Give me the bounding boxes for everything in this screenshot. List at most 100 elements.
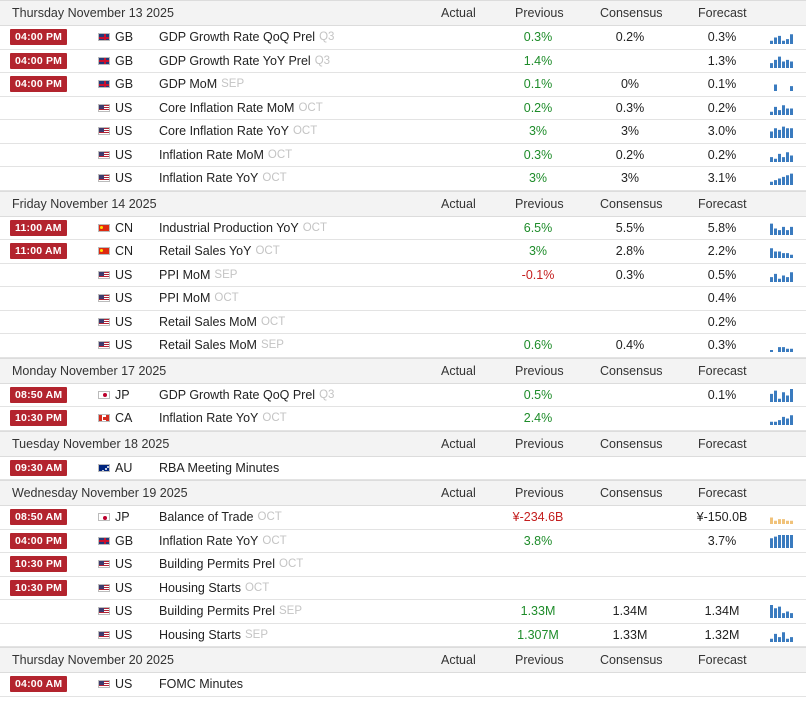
event-name[interactable]: Inflation Rate YoY OCT bbox=[159, 167, 287, 190]
sparkline-chart[interactable] bbox=[770, 384, 794, 407]
sparkline-bar bbox=[782, 177, 785, 186]
sparkline-chart[interactable] bbox=[770, 50, 794, 73]
event-row[interactable]: 04:00 PM GB GDP Growth Rate QoQ Prel Q3 0.3%… bbox=[0, 26, 806, 50]
event-title-link[interactable]: Industrial Production YoY bbox=[159, 220, 299, 235]
event-name[interactable]: RBA Meeting Minutes bbox=[159, 457, 279, 480]
sparkline-chart[interactable] bbox=[770, 97, 794, 120]
event-row[interactable]: 04:00 PM GB Inflation Rate YoY OCT 3.8% 3.7% bbox=[0, 530, 806, 553]
sparkline-chart[interactable] bbox=[770, 264, 794, 287]
sparkline-chart[interactable] bbox=[770, 530, 794, 553]
sparkline-chart[interactable] bbox=[770, 167, 794, 190]
forecast-value: ¥-150.0B bbox=[696, 510, 748, 525]
event-row[interactable]: US Retail Sales MoM OCT 0.2% bbox=[0, 311, 806, 334]
event-name[interactable]: GDP Growth Rate YoY Prel Q3 bbox=[159, 50, 330, 73]
country-flag bbox=[98, 311, 110, 334]
event-title-link[interactable]: GDP Growth Rate YoY Prel bbox=[159, 53, 311, 68]
event-name[interactable]: Inflation Rate YoY OCT bbox=[159, 530, 287, 553]
event-row[interactable]: US PPI MoM SEP -0.1% 0.3% 0.5% bbox=[0, 264, 806, 287]
event-title-link[interactable]: Core Inflation Rate YoY bbox=[159, 124, 289, 139]
consensus-value bbox=[592, 506, 668, 529]
sparkline-bar bbox=[774, 180, 777, 186]
event-title-link[interactable]: PPI MoM bbox=[159, 291, 211, 306]
country-flag bbox=[98, 553, 110, 576]
event-title-link[interactable]: GDP Growth Rate QoQ Prel bbox=[159, 387, 316, 402]
event-title-link[interactable]: Inflation Rate YoY bbox=[159, 171, 259, 186]
event-name[interactable]: Inflation Rate MoM OCT bbox=[159, 144, 292, 167]
event-row[interactable]: 11:00 AM CN Industrial Production YoY OCT 6.… bbox=[0, 217, 806, 240]
sparkline-bar bbox=[786, 108, 789, 115]
event-row[interactable]: US Building Permits Prel SEP 1.33M 1.34M 1.34… bbox=[0, 600, 806, 624]
event-row[interactable]: 08:50 AM JP GDP Growth Rate QoQ Prel Q3 0.5%… bbox=[0, 384, 806, 407]
event-row[interactable]: 09:30 AM AU RBA Meeting Minutes bbox=[0, 457, 806, 480]
event-name[interactable]: PPI MoM OCT bbox=[159, 287, 239, 310]
event-row[interactable]: US Retail Sales MoM SEP 0.6% 0.4% 0.3% bbox=[0, 334, 806, 358]
event-name[interactable]: PPI MoM SEP bbox=[159, 264, 237, 287]
event-name[interactable]: Industrial Production YoY OCT bbox=[159, 217, 327, 240]
event-title-link[interactable]: Building Permits Prel bbox=[159, 604, 276, 619]
event-row[interactable]: 10:30 PM CA Inflation Rate YoY OCT 2.4% bbox=[0, 407, 806, 431]
sparkline-chart[interactable] bbox=[770, 217, 794, 240]
event-name[interactable]: Balance of Trade OCT bbox=[159, 506, 282, 529]
event-name[interactable]: Housing Starts SEP bbox=[159, 624, 268, 647]
event-title-link[interactable]: GDP Growth Rate QoQ Prel bbox=[159, 30, 316, 45]
forecast-value: 0.1% bbox=[707, 77, 737, 92]
event-name[interactable]: Retail Sales YoY OCT bbox=[159, 240, 280, 263]
event-row[interactable]: 04:00 PM GB GDP Growth Rate YoY Prel Q3 1.4%… bbox=[0, 50, 806, 73]
event-row[interactable]: 11:00 AM CN Retail Sales YoY OCT 3% 2.8% 2.2% bbox=[0, 240, 806, 264]
event-name[interactable]: Core Inflation Rate MoM OCT bbox=[159, 97, 323, 120]
previous-value bbox=[500, 577, 576, 600]
event-title-link[interactable]: Inflation Rate YoY bbox=[159, 411, 259, 426]
sparkline-chart[interactable] bbox=[770, 407, 794, 430]
sparkline-chart[interactable] bbox=[770, 144, 794, 167]
event-name[interactable]: Inflation Rate YoY OCT bbox=[159, 407, 287, 430]
event-title-link[interactable]: Inflation Rate YoY bbox=[159, 533, 259, 548]
event-title-link[interactable]: Housing Starts bbox=[159, 627, 241, 642]
event-name[interactable]: Building Permits Prel OCT bbox=[159, 553, 303, 576]
event-row[interactable]: 10:30 PM US Housing Starts OCT bbox=[0, 577, 806, 600]
event-name[interactable]: Building Permits Prel SEP bbox=[159, 600, 302, 623]
event-row[interactable]: 10:30 PM US Building Permits Prel OCT bbox=[0, 553, 806, 577]
sparkline-chart[interactable] bbox=[770, 26, 794, 49]
event-title-link[interactable]: Balance of Trade bbox=[159, 510, 254, 525]
event-title-link[interactable]: Retail Sales MoM bbox=[159, 314, 257, 329]
event-title-link[interactable]: Inflation Rate MoM bbox=[159, 147, 264, 162]
event-name[interactable]: Retail Sales MoM SEP bbox=[159, 334, 284, 357]
event-name[interactable]: GDP MoM SEP bbox=[159, 73, 244, 96]
sparkline-chart[interactable] bbox=[770, 73, 794, 96]
event-title-link[interactable]: GDP MoM bbox=[159, 77, 218, 92]
event-name[interactable]: GDP Growth Rate QoQ Prel Q3 bbox=[159, 26, 334, 49]
event-row[interactable]: 04:00 PM GB GDP MoM SEP 0.1% 0% 0.1% bbox=[0, 73, 806, 97]
event-name[interactable]: Housing Starts OCT bbox=[159, 577, 269, 600]
country-code: US bbox=[115, 100, 133, 115]
event-name[interactable]: GDP Growth Rate QoQ Prel Q3 bbox=[159, 384, 334, 407]
event-title-link[interactable]: Housing Starts bbox=[159, 580, 241, 595]
event-name[interactable]: Retail Sales MoM OCT bbox=[159, 311, 285, 334]
event-row[interactable]: 04:00 AM US FOMC Minutes bbox=[0, 673, 806, 697]
event-name[interactable]: Core Inflation Rate YoY OCT bbox=[159, 120, 317, 143]
event-row[interactable]: US Core Inflation Rate MoM OCT 0.2% 0.3% 0.2% bbox=[0, 97, 806, 120]
sparkline-chart[interactable] bbox=[770, 506, 794, 529]
sparkline-chart[interactable] bbox=[770, 624, 794, 647]
event-title-link[interactable]: Core Inflation Rate MoM bbox=[159, 100, 295, 115]
forecast-value: 0.4% bbox=[707, 291, 737, 306]
event-row[interactable]: US PPI MoM OCT 0.4% bbox=[0, 287, 806, 311]
sparkline-chart[interactable] bbox=[770, 240, 794, 263]
sparkline-chart[interactable] bbox=[770, 600, 794, 623]
reference-period: OCT bbox=[244, 581, 270, 594]
previous-value: 0.2% bbox=[523, 100, 553, 115]
event-title-link[interactable]: Retail Sales YoY bbox=[159, 244, 252, 259]
event-row[interactable]: US Inflation Rate YoY OCT 3% 3% 3.1% bbox=[0, 167, 806, 191]
event-title-link[interactable]: RBA Meeting Minutes bbox=[159, 460, 280, 475]
event-title-link[interactable]: PPI MoM bbox=[159, 267, 211, 282]
event-title-link[interactable]: Building Permits Prel bbox=[159, 557, 276, 572]
event-row[interactable]: US Inflation Rate MoM OCT 0.3% 0.2% 0.2% bbox=[0, 144, 806, 167]
sparkline-chart[interactable] bbox=[770, 120, 794, 143]
event-row[interactable]: 08:50 AM JP Balance of Trade OCT ¥-234.6B ¥-1… bbox=[0, 506, 806, 530]
event-row[interactable]: US Housing Starts SEP 1.307M 1.33M 1.32M bbox=[0, 624, 806, 647]
sparkline-chart[interactable] bbox=[770, 334, 794, 357]
event-title-link[interactable]: FOMC Minutes bbox=[159, 677, 244, 692]
event-name[interactable]: FOMC Minutes bbox=[159, 673, 243, 696]
event-row[interactable]: US Core Inflation Rate YoY OCT 3% 3% 3.0% bbox=[0, 120, 806, 144]
sparkline-bar bbox=[778, 278, 781, 282]
event-title-link[interactable]: Retail Sales MoM bbox=[159, 338, 257, 353]
